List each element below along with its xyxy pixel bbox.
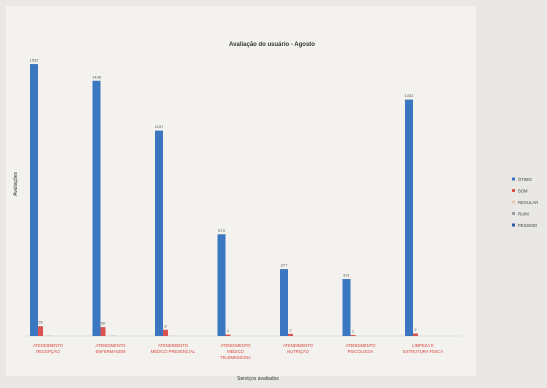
value-label-ótimo-2: 1157 <box>155 124 164 129</box>
value-label-bom-0: 55 <box>38 320 43 325</box>
y-axis-label: Avaliações <box>13 171 19 196</box>
value-label-ótimo-6: 1332 <box>405 93 415 98</box>
category-label-1-line-1: ENFERMAGEM <box>95 349 126 354</box>
category-label-4-line-0: ATENDIMENTO <box>283 343 314 348</box>
bar-ótimo-1 <box>93 81 101 336</box>
legend-swatch-ótimo <box>512 178 515 181</box>
legend-label-ótimo: ÓTIMO <box>518 177 532 182</box>
bar-bom-3 <box>226 335 231 336</box>
value-label-bom-1: 50 <box>101 321 106 326</box>
bar-ótimo-2 <box>155 131 163 336</box>
value-label-ótimo-5: 321 <box>343 273 350 278</box>
legend-label-bom: BOM <box>518 189 528 194</box>
bar-bom-5 <box>351 335 356 336</box>
category-label-2-line-1: MÉDICO PRESENCIAL <box>151 349 196 354</box>
category-label-6-line-0: LIMPEZA E <box>412 343 434 348</box>
bar-bom-1 <box>101 327 106 336</box>
legend-swatch-regular <box>512 201 515 204</box>
legend: ÓTIMO BOM REGULAR RUIM PÉSSIMO <box>512 177 538 228</box>
legend-label-regular: REGULAR <box>518 200 538 205</box>
legend-swatch-ruim <box>512 212 515 215</box>
category-label-0-line-0: ATENDIMENTO <box>33 343 64 348</box>
legend-label-ruim: RUIM <box>518 212 529 217</box>
category-label-6-line-1: ESTRUTURA FÍSICA <box>403 349 443 354</box>
bar-ótimo-0 <box>30 64 38 336</box>
legend-swatch-péssimo <box>512 224 515 227</box>
bar-bom-2 <box>163 330 168 336</box>
x-axis-label: Serviços avaliados <box>237 376 279 382</box>
value-label-ótimo-0: 1532 <box>30 58 40 63</box>
bar-regular-0 <box>44 335 46 336</box>
bar-bom-4 <box>288 334 293 336</box>
bar-ótimo-6 <box>405 100 413 336</box>
bar-bom-6 <box>413 334 418 336</box>
category-label-0-line-1: RECEPÇÃO <box>36 349 60 354</box>
legend-swatch-bom <box>512 189 515 192</box>
bar-ótimo-5 <box>343 279 351 336</box>
category-label-3-line-0: ATENDIMENTO <box>220 343 251 348</box>
category-label-4-line-1: NUTRIÇÃO <box>287 349 310 354</box>
bar-ótimo-3 <box>218 234 226 336</box>
category-label-1-line-0: ATENDIMENTO <box>95 343 126 348</box>
category-label-3-line-1: MÉDICO <box>227 349 244 354</box>
category-label-5-line-1: PSICOLOGIA <box>348 349 374 354</box>
bar-bom-0 <box>38 326 43 336</box>
value-label-ótimo-3: 573 <box>218 228 225 233</box>
chart-title: Avaliação do usuário - Agosto <box>229 42 315 48</box>
value-label-ótimo-4: 377 <box>281 263 288 268</box>
category-label-5-line-0: ATENDIMENTO <box>345 343 376 348</box>
value-label-ótimo-1: 1438 <box>92 74 102 79</box>
bar-ótimo-4 <box>280 269 288 336</box>
bar-regular-1 <box>107 335 109 336</box>
category-label-2-line-0: ATENDIMENTO <box>158 343 189 348</box>
category-label-3-line-2: TELEMEDICINA <box>220 355 251 360</box>
legend-label-péssimo: PÉSSIMO <box>518 223 538 228</box>
